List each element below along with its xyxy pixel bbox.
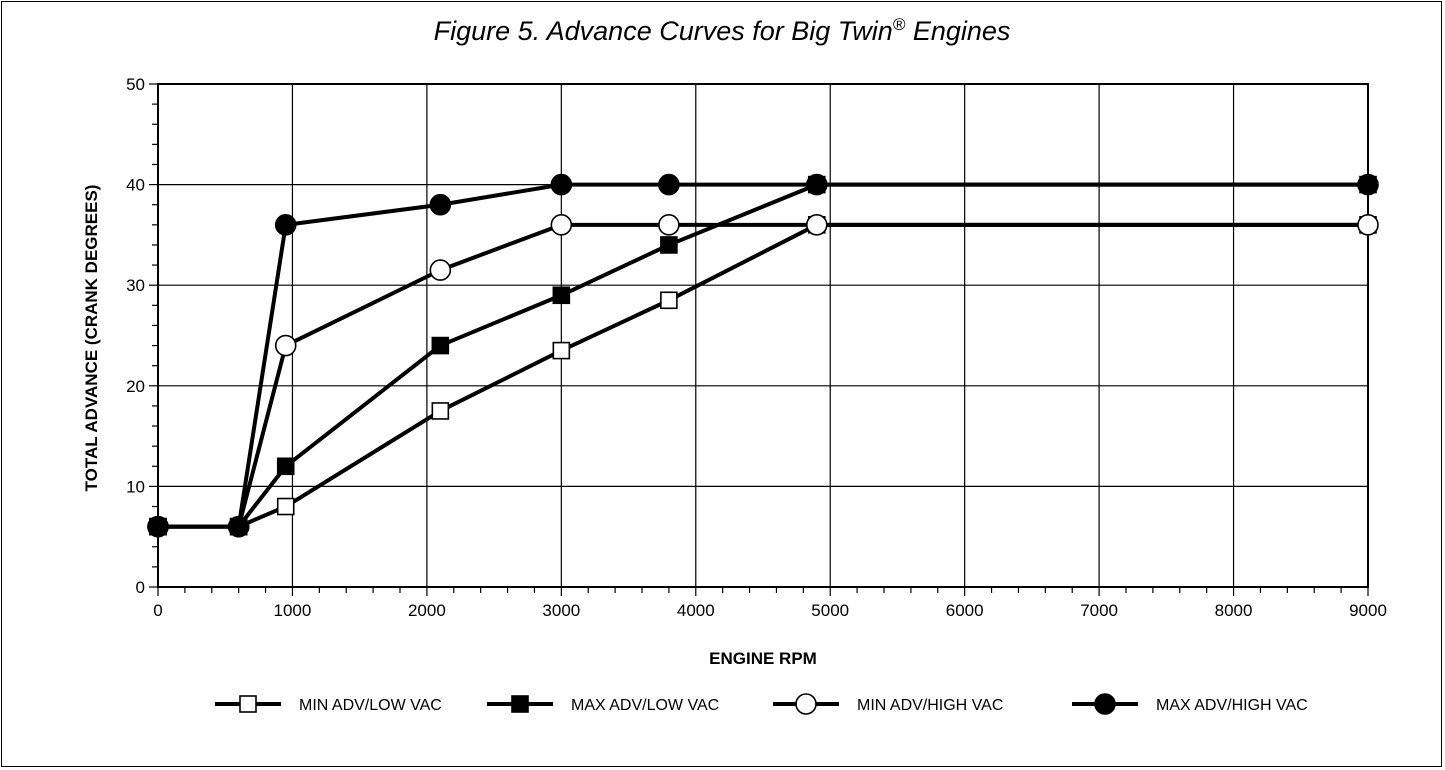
series-line — [158, 222, 1368, 529]
x-axis-title: ENGINE RPM — [709, 649, 817, 668]
legend-label: MIN ADV/LOW VAC — [299, 697, 442, 714]
legend-entry: MAX ADV/LOW VAC — [487, 695, 719, 714]
chart-title: Figure 5. Advance Curves for Big Twin® E… — [434, 15, 1011, 46]
legend-marker — [1094, 693, 1116, 715]
data-point — [429, 259, 452, 281]
series-group — [147, 173, 1379, 538]
chart-title-main: Figure 5. Advance Curves for Big Twin — [434, 16, 893, 46]
x-tick-label: 2000 — [408, 601, 446, 620]
grid — [158, 83, 1369, 587]
data-point — [658, 214, 680, 236]
series-max-adv-high-vac — [147, 173, 1379, 538]
data-point — [274, 214, 297, 236]
chart-title-end: Engines — [905, 16, 1010, 46]
data-point — [1357, 214, 1379, 236]
series-min-adv-high-vac — [147, 214, 1379, 538]
y-tick-label: 20 — [126, 377, 145, 396]
data-point — [147, 515, 169, 538]
y-tick-label: 30 — [126, 276, 145, 295]
series-line — [158, 182, 1368, 529]
data-point — [274, 334, 297, 357]
x-tick-label: 5000 — [811, 601, 849, 620]
x-tick-label: 4000 — [677, 601, 715, 620]
y-tick-label: 50 — [126, 75, 145, 94]
data-point — [431, 336, 450, 355]
data-point — [805, 173, 828, 196]
legend-label: MAX ADV/LOW VAC — [571, 697, 719, 714]
data-point — [660, 236, 678, 254]
legend-entry: MIN ADV/HIGH VAC — [773, 693, 1003, 715]
series-line — [158, 222, 1368, 529]
data-point — [805, 214, 828, 236]
series-max-adv-low-vac — [149, 175, 1377, 536]
data-point — [550, 173, 573, 196]
x-tick-label: 6000 — [946, 601, 984, 620]
series-line — [158, 182, 1368, 529]
y-axis-title: TOTAL ADVANCE (CRANK DEGREES) — [82, 185, 101, 492]
x-tick-label: 1000 — [274, 601, 312, 620]
legend-marker — [511, 695, 529, 713]
axes: 0 10 20 30 40 50 0 1000 2000 3000 4000 5000 6000 7000… — [126, 75, 1387, 620]
data-point — [1357, 173, 1379, 196]
legend-label: MIN ADV/HIGH VAC — [857, 697, 1003, 714]
data-point — [550, 214, 573, 236]
plot-area-border — [157, 83, 1369, 588]
data-point — [658, 173, 680, 196]
y-tick-label: 10 — [126, 477, 145, 496]
legend-marker — [239, 695, 257, 713]
data-point — [660, 291, 678, 310]
x-tick-label: 8000 — [1215, 601, 1253, 620]
chart-title-sup: ® — [893, 15, 906, 34]
x-tick-label: 7000 — [1080, 601, 1118, 620]
y-tick-label: 0 — [136, 578, 145, 597]
x-tick-label: 0 — [153, 601, 162, 620]
legend: MIN ADV/LOW VAC MAX ADV/LOW VAC MIN ADV/HI… — [215, 693, 1308, 715]
y-tick-label: 40 — [126, 176, 145, 195]
x-tick-label: 9000 — [1349, 601, 1387, 620]
legend-entry: MIN ADV/LOW VAC — [215, 695, 442, 714]
x-tick-label: 3000 — [542, 601, 580, 620]
data-point — [431, 402, 450, 420]
data-point — [276, 457, 295, 476]
legend-label: MAX ADV/HIGH VAC — [1156, 697, 1308, 714]
data-point — [429, 193, 452, 216]
legend-entry: MAX ADV/HIGH VAC — [1072, 693, 1308, 715]
data-point — [276, 497, 295, 516]
data-point — [552, 286, 571, 305]
legend-marker — [795, 693, 817, 715]
data-point — [552, 341, 571, 360]
data-point — [227, 515, 250, 538]
